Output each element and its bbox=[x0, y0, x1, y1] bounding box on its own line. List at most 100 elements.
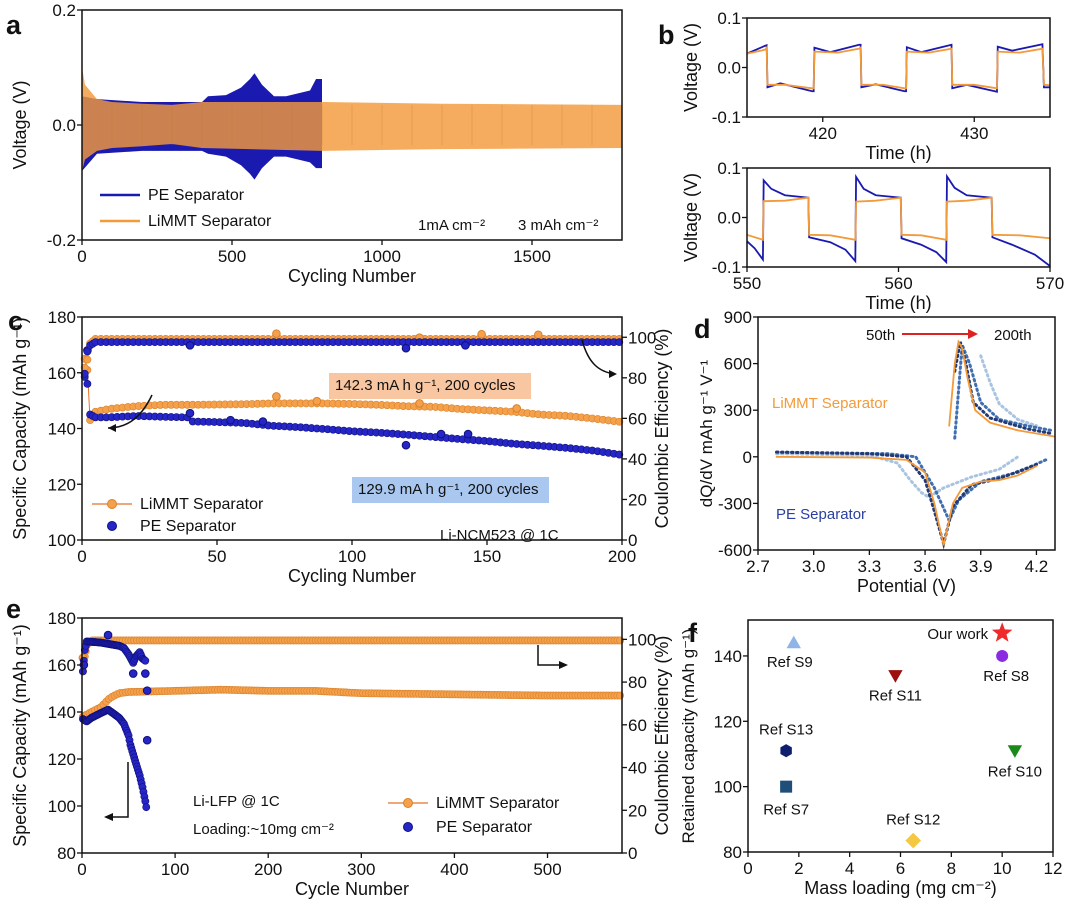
y-tick-label: -300 bbox=[718, 494, 752, 513]
data-point-ref-s11 bbox=[888, 670, 903, 683]
y-tick-label: 140 bbox=[714, 647, 742, 666]
panel-letter-b: b bbox=[658, 20, 675, 50]
y-tick-label: 0.1 bbox=[717, 9, 741, 28]
y-axis-title: dQ/dV mAh g⁻¹ V⁻¹ bbox=[697, 359, 716, 507]
x-tick-label: 0 bbox=[743, 859, 752, 878]
data-point-pe-separator-ce bbox=[615, 338, 624, 347]
data-point-pe-separator-ce-outlier bbox=[128, 669, 138, 678]
legend-label: PE Separator bbox=[148, 187, 245, 204]
y-axis-title: Voltage (V) bbox=[681, 173, 701, 262]
x-tick-label: 2 bbox=[794, 859, 803, 878]
x-tick-label: 500 bbox=[218, 247, 246, 266]
legend-swatch-marker bbox=[403, 798, 413, 808]
legend-label: LiMMT Separator bbox=[140, 496, 264, 513]
y2-axis-title: Coulombic Efficiency (%) bbox=[652, 329, 672, 529]
y2-tick-label: 80 bbox=[628, 369, 647, 388]
data-label: Ref S10 bbox=[988, 764, 1042, 781]
y-tick-label: -0.1 bbox=[712, 258, 741, 277]
data-point-pe-separator-outlier bbox=[258, 417, 268, 426]
data-label: Ref S13 bbox=[759, 722, 813, 739]
x-tick-label: 10 bbox=[993, 859, 1012, 878]
data-point-limmt-separator-ce-outlier bbox=[477, 329, 486, 339]
y-axis-title: Specific Capacity (mAh g⁻¹) bbox=[10, 624, 30, 847]
legend-label: PE Separator bbox=[140, 518, 237, 535]
panel-e-frame bbox=[81, 617, 623, 854]
x-tick-label: 3.0 bbox=[802, 557, 826, 576]
x-tick-label: 150 bbox=[473, 547, 501, 566]
panel-d-frame bbox=[757, 316, 1056, 551]
right-axis-arrow-head bbox=[559, 661, 568, 669]
annotation: 50th bbox=[866, 327, 895, 344]
y-tick-label: 120 bbox=[48, 750, 76, 769]
x-tick-label: 550 bbox=[733, 274, 761, 293]
data-point-pe-separator-ce-outlier bbox=[141, 669, 150, 678]
legend-label: LiMMT Separator bbox=[436, 795, 560, 812]
data-point-our-work bbox=[991, 622, 1013, 642]
data-point-ref-s13 bbox=[780, 744, 792, 758]
data-point-pe-separator-ce-outlier bbox=[103, 630, 113, 640]
series-line-pe-separator bbox=[747, 173, 1050, 267]
legend-label: PE Separator bbox=[436, 819, 533, 836]
y-tick-label: 300 bbox=[724, 401, 752, 420]
data-point-limmt-separator-outlier bbox=[312, 396, 322, 406]
y-tick-label: 100 bbox=[714, 778, 742, 797]
data-label: Ref S12 bbox=[886, 812, 940, 829]
legend-swatch-marker bbox=[403, 822, 413, 832]
panel-b-top-plot-area bbox=[747, 43, 1050, 93]
legend-label: LiMMT Separator bbox=[148, 213, 272, 230]
panel-e-plot-area bbox=[82, 639, 621, 718]
annotation: PE Separator bbox=[776, 506, 866, 523]
right-axis-arrow-icon bbox=[537, 645, 566, 666]
data-point-pe-separator-outlier bbox=[463, 429, 473, 439]
data-point-limmt-separator-ce-outlier bbox=[534, 330, 543, 340]
data-point-pe-separator-ce-outlier bbox=[142, 686, 152, 695]
x-tick-label: 1000 bbox=[363, 247, 401, 266]
y-tick-label: 120 bbox=[714, 712, 742, 731]
y-tick-label: 0.2 bbox=[52, 1, 76, 20]
left-axis-arrow-head bbox=[108, 424, 116, 432]
x-tick-label: 3.9 bbox=[969, 557, 993, 576]
y-tick-label: 0.0 bbox=[717, 59, 741, 78]
annotation: 3 mAh cm⁻² bbox=[518, 217, 598, 234]
y2-tick-label: 40 bbox=[628, 450, 647, 469]
annotation: 200th bbox=[994, 327, 1032, 344]
x-tick-label: 500 bbox=[533, 860, 561, 879]
panel-letter-f: f bbox=[688, 618, 698, 648]
y2-tick-label: 100 bbox=[628, 630, 656, 649]
y-axis-title: Voltage (V) bbox=[10, 80, 30, 169]
y-tick-label: 600 bbox=[724, 355, 752, 374]
x-tick-label: 8 bbox=[947, 859, 956, 878]
data-point-limmt-separator-ce bbox=[83, 355, 92, 364]
y2-axis-title: Coulombic Efficiency (%) bbox=[652, 636, 672, 836]
y-tick-label: 120 bbox=[48, 475, 76, 494]
y-tick-label: 80 bbox=[723, 843, 742, 862]
y-tick-label: 180 bbox=[48, 308, 76, 327]
x-tick-label: 3.3 bbox=[858, 557, 882, 576]
series-line bbox=[82, 639, 621, 672]
annotation-box bbox=[329, 373, 531, 399]
y-tick-label: 100 bbox=[48, 797, 76, 816]
x-tick-label: 4 bbox=[845, 859, 854, 878]
y2-tick-label: 80 bbox=[628, 673, 647, 692]
x-tick-label: 6 bbox=[896, 859, 905, 878]
x-tick-label: 300 bbox=[347, 860, 375, 879]
data-point-pe-separator bbox=[615, 450, 624, 459]
x-tick-label: 3.6 bbox=[913, 557, 937, 576]
data-label: Ref S11 bbox=[869, 688, 922, 705]
x-axis-title: Cycling Number bbox=[288, 266, 416, 286]
x-tick-label: 100 bbox=[338, 547, 366, 566]
annotation: Loading:~10mg cm⁻² bbox=[193, 821, 334, 838]
y-tick-label: -600 bbox=[718, 541, 752, 560]
annotation: 142.3 mA h g⁻¹, 200 cycles bbox=[335, 377, 516, 394]
x-axis-title: Cycling Number bbox=[288, 566, 416, 586]
y2-tick-label: 0 bbox=[628, 531, 637, 550]
series-line-pe-separator-mid bbox=[775, 344, 1053, 525]
data-point-limmt-separator-ce-outlier bbox=[272, 329, 281, 338]
series-line-limmt-separator bbox=[775, 339, 1055, 546]
y-tick-label: 140 bbox=[48, 420, 76, 439]
data-point-pe-separator-ce-outlier bbox=[185, 341, 195, 350]
x-axis-title: Time (h) bbox=[865, 143, 931, 163]
data-point-ref-s7 bbox=[780, 780, 793, 793]
